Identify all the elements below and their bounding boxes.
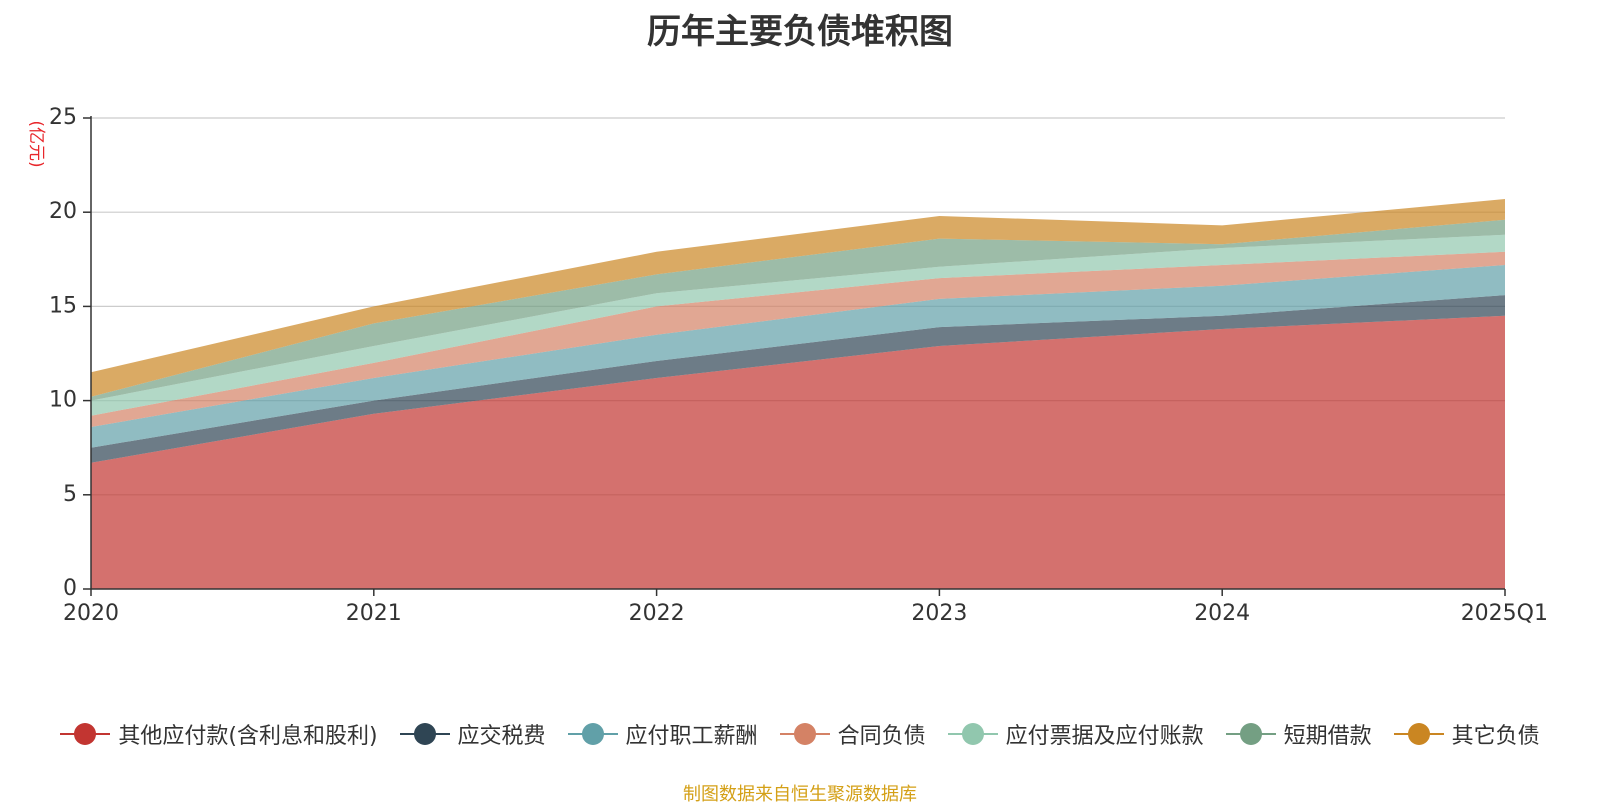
area-series-其他应付款(含利息和股利) xyxy=(91,315,1505,589)
source-note: 制图数据来自恒生聚源数据库 xyxy=(683,784,917,805)
chart-title: 历年主要负债堆积图 xyxy=(647,12,953,52)
legend-label: 应付职工薪酬 xyxy=(625,724,758,749)
area-series-应付票据及应付账款 xyxy=(91,234,1505,416)
legend-marker-icon xyxy=(947,722,998,746)
y-tick-label: 15 xyxy=(49,293,77,318)
area-series-其它负债 xyxy=(91,199,1505,397)
area-series-合同负债 xyxy=(91,251,1505,427)
area-series-短期借款 xyxy=(91,219,1505,401)
stacked-areas xyxy=(91,199,1505,589)
y-tick-label: 0 xyxy=(63,576,77,601)
legend-marker-icon xyxy=(567,722,618,746)
legend: 其他应付款(含利息和股利) 应交税费 应付职工薪酬 合同负债 应付票据及应付账款 短期借款… xyxy=(0,716,1600,752)
legend-marker-icon xyxy=(1393,722,1444,746)
x-tick-label: 2024 xyxy=(1194,601,1250,626)
y-tick-label: 20 xyxy=(49,199,77,224)
legend-label: 其它负债 xyxy=(1451,724,1540,749)
y-tick-label: 25 xyxy=(49,105,77,130)
legend-item[interactable]: 其他应付款(含利息和股利) xyxy=(60,718,378,750)
y-axis-unit-text: (亿元) xyxy=(26,122,46,168)
x-tick-label: 2021 xyxy=(346,601,402,626)
legend-marker-icon xyxy=(60,722,111,746)
legend-label: 应付票据及应付账款 xyxy=(1005,724,1204,749)
legend-label: 应交税费 xyxy=(457,724,546,749)
legend-label: 短期借款 xyxy=(1283,724,1372,749)
y-tick-label: 5 xyxy=(63,482,77,507)
x-tick-label: 2023 xyxy=(911,601,967,626)
x-tick-label: 2025Q1 xyxy=(1461,601,1548,626)
x-tick-label: 2022 xyxy=(629,601,685,626)
area-series-应交税费 xyxy=(91,295,1505,463)
x-tick-label: 2020 xyxy=(63,601,119,626)
y-tick-label: 10 xyxy=(49,388,77,413)
legend-label: 其他应付款(含利息和股利) xyxy=(118,724,378,749)
legend-item[interactable]: 短期借款 xyxy=(1225,718,1372,750)
legend-item[interactable]: 其它负债 xyxy=(1393,718,1540,750)
legend-marker-icon xyxy=(1225,722,1276,746)
y-axis-unit-label: (亿元) xyxy=(26,122,46,168)
legend-item[interactable]: 应付票据及应付账款 xyxy=(947,718,1204,750)
legend-label: 合同负债 xyxy=(837,724,926,749)
area-series-应付职工薪酬 xyxy=(91,265,1505,448)
plot-area: 0 5 10 15 20 25 2020 2021 2022 2023 2024 2025Q1 xyxy=(49,105,1548,626)
axes: 0 5 10 15 20 25 2020 2021 2022 2023 2024 2025Q1 xyxy=(49,105,1548,626)
legend-item[interactable]: 合同负债 xyxy=(779,718,926,750)
legend-marker-icon xyxy=(779,722,830,746)
legend-item[interactable]: 应付职工薪酬 xyxy=(567,718,758,750)
legend-marker-icon xyxy=(399,722,450,746)
legend-item[interactable]: 应交税费 xyxy=(399,718,546,750)
